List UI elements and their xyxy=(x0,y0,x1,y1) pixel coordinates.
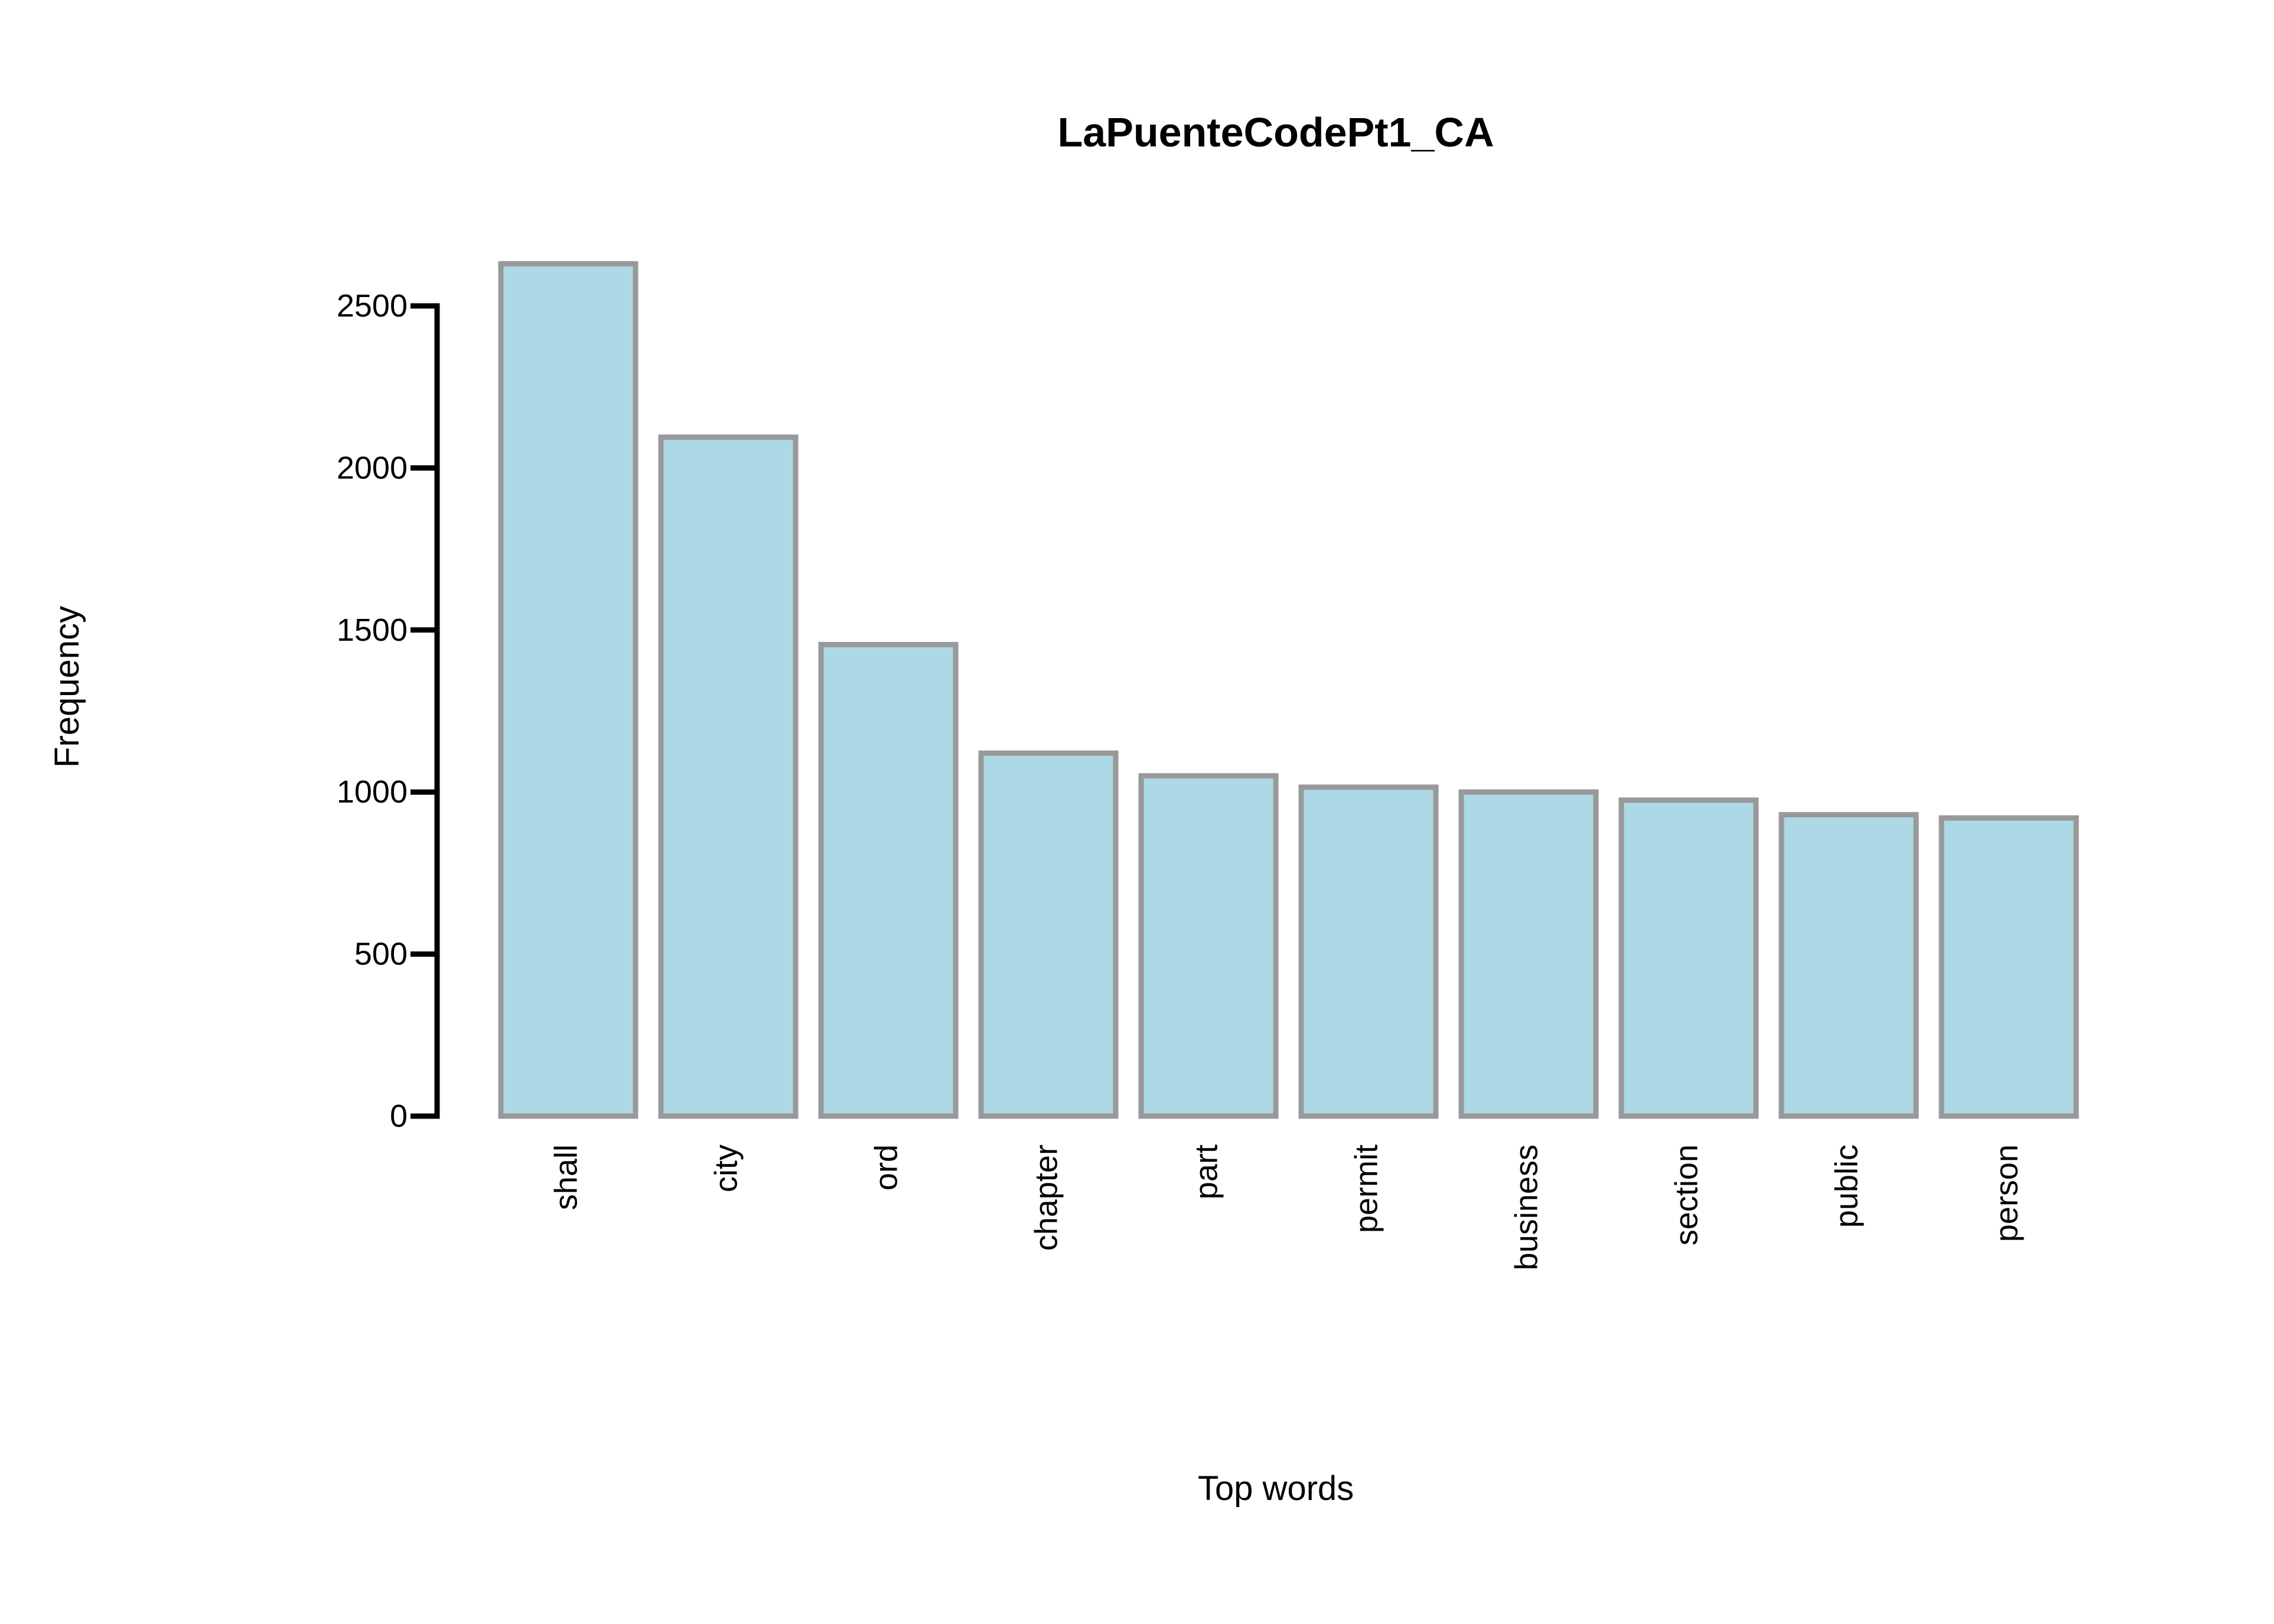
y-tick-label-2500: 2500 xyxy=(337,288,408,324)
x-tick-label-public: public xyxy=(1829,1144,1864,1228)
x-tick-label-chapter: chapter xyxy=(1028,1144,1064,1251)
bar-ord xyxy=(818,641,959,1119)
chart-title: LaPuenteCodePt1_CA xyxy=(1057,109,1494,155)
bar-city xyxy=(658,434,799,1119)
bar-section xyxy=(1618,797,1759,1119)
bar-person xyxy=(1939,815,2079,1119)
bars-group xyxy=(498,261,2079,1119)
x-tick-label-shall: shall xyxy=(548,1144,584,1210)
x-tick-label-business: business xyxy=(1509,1144,1544,1270)
y-tick-label-0: 0 xyxy=(390,1098,408,1134)
y-axis-label: Frequency xyxy=(48,606,86,768)
bar-permit xyxy=(1298,784,1439,1119)
x-tick-labels: shall city ord chapter part permit business sec… xyxy=(548,1144,2024,1270)
x-tick-label-permit: permit xyxy=(1348,1144,1384,1233)
y-tick-label-1000: 1000 xyxy=(337,774,408,810)
x-axis-label: Top words xyxy=(1198,1469,1354,1508)
y-tick-label-500: 500 xyxy=(354,937,408,972)
bar-chapter xyxy=(978,750,1119,1119)
x-tick-label-person: person xyxy=(1989,1144,2024,1242)
bar-public xyxy=(1778,812,1919,1119)
bar-part xyxy=(1138,773,1279,1119)
x-tick-label-city: city xyxy=(708,1144,744,1192)
x-tick-label-section: section xyxy=(1669,1144,1704,1245)
y-axis: 0 500 1000 1500 2000 2500 xyxy=(337,288,440,1134)
x-tick-label-part: part xyxy=(1188,1144,1224,1199)
y-tick-label-1500: 1500 xyxy=(337,612,408,648)
bar-business xyxy=(1458,789,1599,1119)
x-tick-label-ord: ord xyxy=(868,1144,904,1191)
y-tick-label-2000: 2000 xyxy=(337,450,408,485)
bar-shall xyxy=(498,261,638,1119)
